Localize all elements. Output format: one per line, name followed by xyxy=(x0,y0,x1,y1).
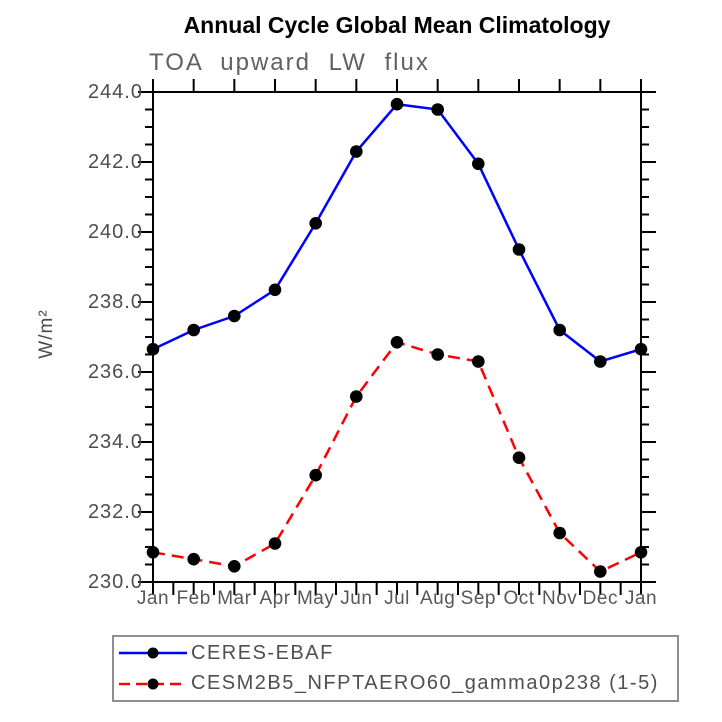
y-tick-label: 232.0 xyxy=(87,501,143,523)
x-tick-label: Jan xyxy=(624,588,658,609)
legend: CERES-EBAF CESM2B5_NFPTAERO60_gamma0p238… xyxy=(112,635,679,702)
y-tick-label: 236.0 xyxy=(87,361,143,383)
x-tick-label: May xyxy=(296,588,335,609)
x-tick-label: Sep xyxy=(460,588,496,609)
x-tick-label: Mar xyxy=(217,588,252,609)
x-tick-label: Jun xyxy=(340,588,373,609)
legend-item-cesm2b5: CESM2B5_NFPTAERO60_gamma0p238 (1-5) xyxy=(118,670,677,698)
legend-line-dashed-icon xyxy=(119,678,187,690)
legend-label: CERES-EBAF xyxy=(191,641,334,664)
x-tick-label: Oct xyxy=(503,588,535,609)
legend-line-solid-icon xyxy=(119,647,187,659)
y-tick-label: 244.0 xyxy=(87,81,143,103)
x-tick-label: Jul xyxy=(384,588,410,609)
legend-item-ceres-ebaf: CERES-EBAF xyxy=(118,639,677,667)
y-tick-label: 238.0 xyxy=(87,291,143,313)
x-tick-label: Dec xyxy=(582,588,618,609)
x-tick-label: Apr xyxy=(259,588,291,609)
legend-label: CESM2B5_NFPTAERO60_gamma0p238 (1-5) xyxy=(191,672,659,695)
y-tick-label: 230.0 xyxy=(87,571,143,593)
chart-title: Annual Cycle Global Mean Climatology xyxy=(183,12,611,38)
y-tick-label: 242.0 xyxy=(87,151,143,173)
x-tick-label: Feb xyxy=(176,588,211,609)
y-tick-label: 240.0 xyxy=(87,221,143,243)
x-tick-label: Jan xyxy=(136,588,170,609)
y-tick-label: 234.0 xyxy=(87,431,143,453)
chart-subtitle: TOA upward LW flux xyxy=(149,49,430,76)
x-tick-label: Aug xyxy=(420,588,456,609)
x-tick-label: Nov xyxy=(542,588,578,609)
